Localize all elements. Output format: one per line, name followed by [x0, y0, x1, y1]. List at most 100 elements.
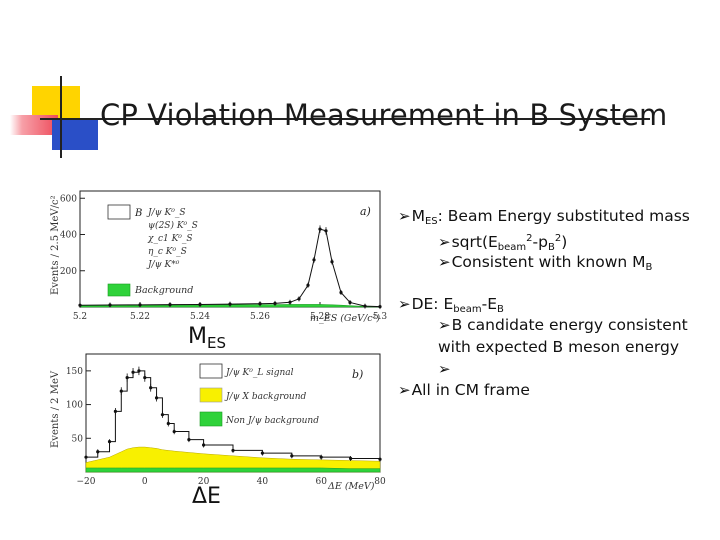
de-x-tick-label: 60	[315, 477, 327, 487]
mes-label-main: M	[188, 324, 207, 349]
de-data-point	[160, 413, 165, 417]
arrow-bullet-icon: ➢	[438, 316, 451, 334]
mes-legend-item-2: ψ(2S) K⁰_S	[148, 220, 198, 231]
de-data-point	[137, 369, 141, 373]
slide-title: CP Violation Measurement in B System	[100, 98, 668, 132]
arrow-bullet-icon: ➢	[398, 381, 411, 399]
de-data-point	[143, 376, 147, 380]
de-plot: 50 100 150 −20 0 20 40 60 80 Events / 2 MeV ΔE …	[50, 353, 386, 492]
mes-label-sub: ES	[206, 334, 226, 352]
bullet-b-candidate-line2: with expected B meson energy	[438, 338, 680, 356]
mes-y-axis-label: Events / 2.5 MeV/c²	[50, 195, 61, 295]
mes-label: MES	[188, 324, 226, 352]
de-jpsix-background-area	[85, 446, 381, 473]
mes-data-point	[108, 303, 112, 307]
de-data-point	[260, 451, 264, 455]
de-legend-item-2: J/ψ X background	[224, 392, 307, 402]
de-data-point	[202, 443, 206, 447]
arrow-bullet-icon: ➢	[438, 253, 451, 271]
de-data-point	[96, 450, 100, 454]
mes-data-point	[339, 290, 343, 295]
mes-data-point	[306, 283, 310, 287]
de-x-tick-label: 40	[257, 477, 269, 487]
mes-x-tick-label: 5.28	[310, 312, 330, 322]
de-data-point	[113, 409, 117, 413]
mes-x-tick-label: 5.26	[250, 312, 270, 322]
mes-data-point	[168, 303, 172, 307]
de-y-ticks: 50 100 150	[66, 367, 91, 444]
de-y-axis-label: Events / 2 MeV	[50, 370, 61, 448]
de-data-point	[125, 376, 129, 380]
mes-legend-item-3: χ_c1 K⁰_S	[147, 234, 193, 244]
de-data-point	[131, 370, 135, 374]
de-legend-swatch-jpsix	[199, 387, 223, 403]
mes-y-tick-label: 400	[60, 231, 77, 241]
bullet-cm-frame-text: All in CM frame	[411, 381, 530, 399]
de-data-points	[84, 366, 382, 462]
mes-y-tick-label: 600	[60, 194, 77, 204]
mes-legend-swatch-background	[107, 283, 131, 297]
mes-x-tick-label: 5.22	[130, 312, 150, 322]
mes-legend-prefix: B	[134, 208, 142, 219]
arrow-bullet-icon: ➢	[438, 360, 451, 378]
mes-y-ticks: 200 400 600	[60, 194, 85, 277]
de-legend-item-1: J/ψ K⁰_L signal	[224, 368, 294, 378]
mes-data-point	[312, 258, 316, 262]
bullet-de: ➢DE: Ebeam-EB	[398, 295, 504, 315]
de-x-axis-label: ΔE (MeV)	[327, 481, 375, 492]
de-data-point	[378, 457, 382, 461]
mes-data-point	[198, 302, 202, 307]
de-data-point	[290, 454, 294, 458]
mes-data-point	[324, 229, 328, 233]
mes-y-tick-label: 200	[60, 267, 77, 277]
bullet-b-candidate: ➢B candidate energy consistent	[438, 316, 688, 334]
de-data-point	[107, 440, 112, 444]
mes-data-points	[78, 225, 382, 310]
de-signal-histogram	[86, 370, 381, 460]
title-decoration-blue	[52, 120, 98, 150]
mes-data-point	[363, 304, 367, 308]
mes-data-point	[297, 297, 301, 301]
arrow-bullet-icon: ➢	[398, 207, 411, 225]
de-data-point	[119, 389, 123, 393]
bullet-consistent: ➢Consistent with known MB	[438, 253, 653, 273]
mes-legend-swatch-signal	[107, 204, 131, 220]
mes-data-point	[138, 303, 142, 307]
mes-data-point	[258, 302, 262, 306]
de-data-point	[349, 456, 353, 461]
de-data-point	[154, 396, 159, 400]
mes-data-point	[228, 302, 232, 306]
title-decoration-vline	[60, 76, 62, 158]
de-data-point	[149, 386, 153, 390]
bullet-mes-text: : Beam Energy substituted mass	[437, 207, 690, 225]
mes-legend-item-1: J/ψ K⁰_S	[146, 208, 186, 218]
bullet-mes: ➢MES: Beam Energy substituted mass	[398, 206, 690, 232]
title-decoration-red	[10, 115, 58, 135]
bullet-mes-sub: ES	[424, 216, 438, 227]
de-y-tick-label: 100	[66, 401, 83, 411]
de-x-tick-label: −20	[77, 477, 96, 487]
de-data-point	[84, 455, 88, 459]
mes-legend-item-background: Background	[134, 285, 193, 296]
mes-plot: 200 400 600 5.2 5.22 5.24 5.26 5.28 5.3 Events …	[50, 190, 388, 324]
de-nonjpsi-background-area	[85, 467, 381, 473]
mes-data-point	[318, 227, 322, 231]
mes-data-point	[78, 303, 82, 307]
de-data-point	[172, 429, 176, 434]
arrow-bullet-icon: ➢	[398, 295, 411, 313]
mes-x-tick-label: 5.3	[373, 312, 388, 322]
de-x-tick-label: 0	[142, 477, 148, 487]
mes-data-point	[330, 260, 334, 264]
mes-data-point	[378, 305, 382, 309]
de-y-tick-label: 150	[66, 367, 83, 377]
bullet-empty: ➢	[438, 359, 452, 379]
title-underline	[40, 118, 650, 120]
de-legend-item-3: Non J/ψ background	[225, 416, 319, 426]
de-legend-swatch-nonjpsi	[199, 411, 223, 427]
mes-x-tick-label: 5.24	[190, 312, 210, 322]
de-data-point	[166, 421, 170, 426]
de-panel-tag: b)	[352, 368, 363, 381]
de-data-point	[187, 438, 191, 442]
de-legend-swatch-signal	[199, 363, 223, 379]
mes-x-tick-label: 5.2	[73, 312, 87, 322]
